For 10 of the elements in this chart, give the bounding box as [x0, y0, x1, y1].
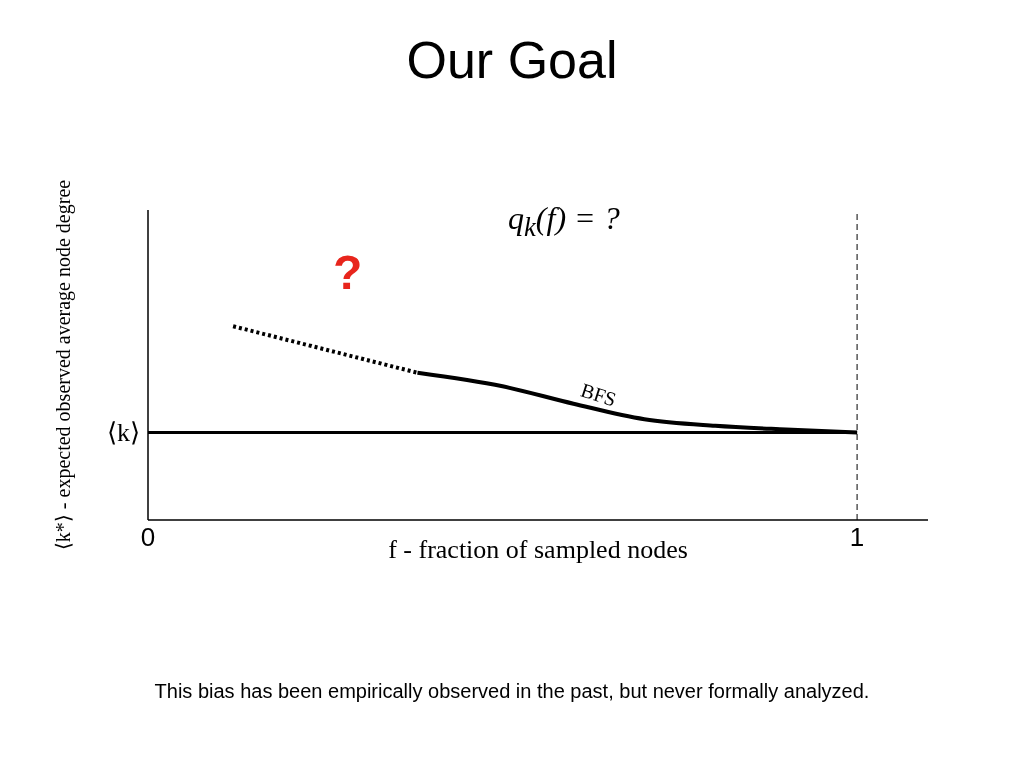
text: q$_{k}$(f) = ?	[508, 200, 620, 244]
text: This bias has been empirically observed in the past, but never formally analyzed.	[153, 680, 871, 703]
x-tick-label: 1	[849, 522, 865, 553]
y-axis-title: ⟨k*⟩ - expected observed average node degree	[52, 179, 76, 551]
x-axis-title: f - fraction of sampled nodes	[388, 535, 688, 564]
text: BFS	[578, 378, 619, 411]
series-label: ⟨k⟩	[107, 418, 140, 448]
x-tick-label: 0	[140, 522, 156, 553]
text: ?	[333, 245, 363, 300]
chart-title: Our Goal	[405, 30, 619, 91]
